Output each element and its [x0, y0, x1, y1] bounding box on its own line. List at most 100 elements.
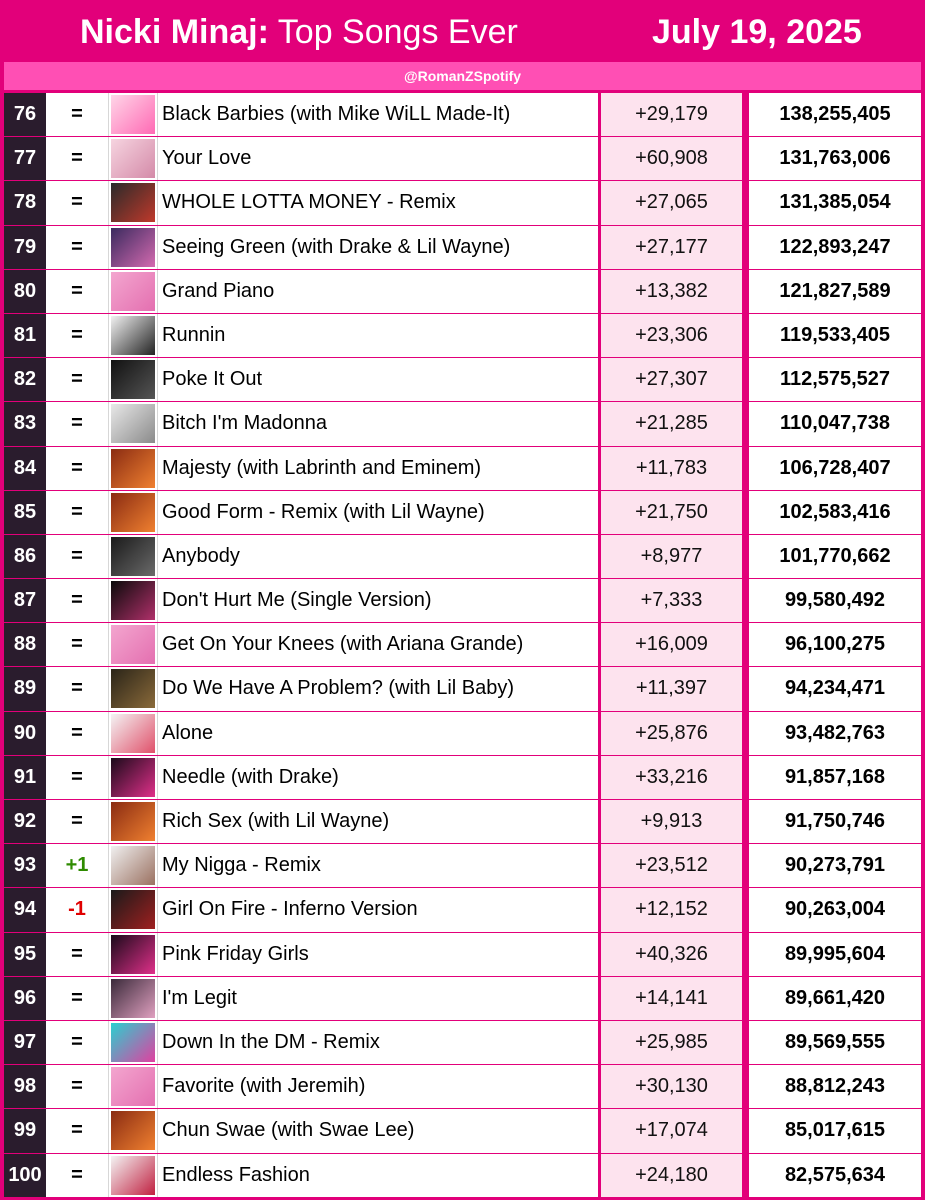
album-art-cell [109, 402, 158, 446]
rank-change-cell: = [46, 225, 109, 269]
table-row: 76 = Black Barbies (with Mike WiLL Made-It… [4, 92, 921, 137]
rank-cell: 94 [4, 888, 46, 932]
rank-change-cell: = [46, 137, 109, 181]
daily-streams-cell: +60,908 [599, 137, 744, 181]
songs-table: 76 = Black Barbies (with Mike WiLL Made-It… [4, 92, 921, 1197]
column-divider [744, 579, 749, 623]
total-streams-cell: 119,533,405 [749, 313, 921, 358]
rank-cell: 86 [4, 534, 46, 579]
daily-streams-cell: +21,285 [599, 402, 744, 446]
column-divider [744, 225, 749, 269]
total-streams-cell: 131,763,006 [749, 137, 921, 181]
daily-streams-cell: +16,009 [599, 623, 744, 667]
rank-change-cell: = [46, 1109, 109, 1153]
album-art-image [111, 1022, 155, 1062]
column-divider [744, 358, 749, 402]
song-title-cell: Bitch I'm Madonna [158, 402, 598, 446]
album-art-cell [109, 446, 158, 490]
song-title-cell: Grand Piano [158, 269, 598, 313]
album-art-image [111, 669, 155, 709]
rank-change-cell: = [46, 402, 109, 446]
table-row: 81 = Runnin +23,306 119,533,405 [4, 312, 921, 358]
song-title-cell: Seeing Green (with Drake & Lil Wayne) [158, 225, 598, 269]
song-title-cell: Good Form - Remix (with Lil Wayne) [158, 490, 598, 534]
table-row: 97 = Down In the DM - Remix +25,985 89,569,5… [4, 1019, 921, 1065]
total-streams-cell: 90,263,004 [749, 888, 921, 932]
column-divider [744, 137, 749, 181]
album-art-image [111, 1111, 155, 1151]
rank-change-cell: = [46, 932, 109, 976]
daily-streams-cell: +21,750 [599, 490, 744, 534]
daily-streams-cell: +23,306 [599, 313, 744, 358]
album-art-cell [109, 225, 158, 269]
rank-change-cell: = [46, 358, 109, 402]
rank-cell: 83 [4, 402, 46, 446]
daily-streams-cell: +25,985 [599, 1020, 744, 1065]
total-streams-cell: 96,100,275 [749, 623, 921, 667]
column-divider [744, 181, 749, 225]
rank-cell: 88 [4, 623, 46, 667]
total-streams-cell: 99,580,492 [749, 579, 921, 623]
album-art-cell [109, 269, 158, 313]
album-art-cell [109, 358, 158, 402]
total-streams-cell: 89,995,604 [749, 932, 921, 976]
rank-change-cell: = [46, 755, 109, 799]
table-row: 79 = Seeing Green (with Drake & Lil Wayne)… [4, 224, 921, 269]
song-title-cell: My Nigga - Remix [158, 844, 598, 888]
chart-date: July 19, 2025 [652, 13, 862, 51]
table-row: 80 = Grand Piano +13,382 121,827,589 [4, 268, 921, 313]
album-art-cell [109, 1109, 158, 1153]
rank-cell: 77 [4, 137, 46, 181]
album-art-cell [109, 667, 158, 711]
song-title-cell: Chun Swae (with Swae Lee) [158, 1109, 598, 1153]
song-title-cell: Favorite (with Jeremih) [158, 1065, 598, 1109]
song-title-cell: Down In the DM - Remix [158, 1020, 598, 1065]
song-title-cell: Alone [158, 711, 598, 755]
song-title-cell: Your Love [158, 137, 598, 181]
table-row: 98 = Favorite (with Jeremih) +30,130 88,812,… [4, 1064, 921, 1109]
album-art-cell [109, 976, 158, 1020]
daily-streams-cell: +29,179 [599, 93, 744, 137]
rank-change-cell: = [46, 976, 109, 1020]
album-art-image [111, 713, 155, 753]
rank-cell: 93 [4, 844, 46, 888]
album-art-image [111, 934, 155, 974]
rank-change-cell: = [46, 269, 109, 313]
rank-change-cell: = [46, 623, 109, 667]
table-row: 94 -1 Girl On Fire - Inferno Version +12,15… [4, 887, 921, 932]
table-row: 93 +1 My Nigga - Remix +23,512 90,273,791 [4, 843, 921, 888]
total-streams-cell: 85,017,615 [749, 1109, 921, 1153]
rank-change-cell: = [46, 667, 109, 711]
total-streams-cell: 82,575,634 [749, 1153, 921, 1197]
column-divider [744, 667, 749, 711]
rank-cell: 82 [4, 358, 46, 402]
daily-streams-cell: +27,307 [599, 358, 744, 402]
album-art-image [111, 448, 155, 488]
total-streams-cell: 89,661,420 [749, 976, 921, 1020]
album-art-cell [109, 1153, 158, 1197]
rank-change-cell: = [46, 711, 109, 755]
album-art-cell [109, 181, 158, 225]
daily-streams-cell: +9,913 [599, 800, 744, 844]
rank-change-cell: = [46, 1020, 109, 1065]
total-streams-cell: 94,234,471 [749, 667, 921, 711]
rank-change-cell: = [46, 1065, 109, 1109]
column-divider [744, 93, 749, 137]
column-divider [744, 800, 749, 844]
album-art-cell [109, 93, 158, 137]
album-art-image [111, 492, 155, 532]
album-art-cell [109, 711, 158, 755]
rank-change-cell: +1 [46, 844, 109, 888]
rank-cell: 80 [4, 269, 46, 313]
rank-cell: 78 [4, 181, 46, 225]
album-art-image [111, 183, 155, 223]
column-divider [744, 844, 749, 888]
album-art-cell [109, 623, 158, 667]
total-streams-cell: 89,569,555 [749, 1020, 921, 1065]
song-title-cell: Black Barbies (with Mike WiLL Made-It) [158, 93, 598, 137]
rank-cell: 85 [4, 490, 46, 534]
title-rest: Top Songs Ever [277, 13, 518, 51]
album-art-image [111, 846, 155, 886]
album-art-cell [109, 579, 158, 623]
